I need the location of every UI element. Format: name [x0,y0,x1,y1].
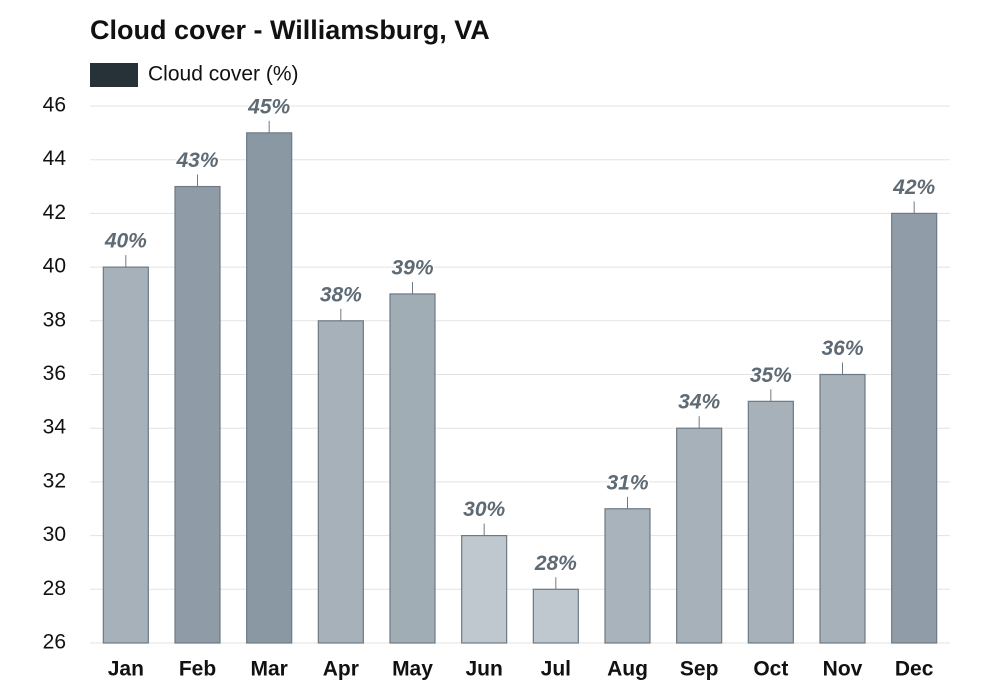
y-tick-label: 30 [43,523,66,546]
value-label: 39% [391,256,433,279]
value-label: 36% [821,337,863,360]
x-tick-label: Dec [895,658,934,681]
bar [891,212,938,644]
x-tick-label: Mar [250,658,287,681]
y-tick-label: 32 [43,469,66,492]
legend-swatch [90,63,138,87]
value-label: 30% [463,498,505,521]
y-tick-label: 42 [43,201,66,224]
value-label: 43% [175,149,218,172]
bar [102,266,149,644]
value-label: 31% [606,471,648,494]
value-label: 28% [534,552,577,575]
legend-label: Cloud cover (%) [148,63,299,86]
x-tick-label: Jun [465,658,502,681]
bar [604,508,651,644]
bar [819,373,866,644]
bar [317,320,364,644]
y-tick-label: 38 [43,308,66,331]
y-tick-label: 34 [43,416,67,439]
x-tick-label: Nov [823,658,863,681]
y-tick-label: 40 [43,255,66,278]
bar [747,400,794,644]
bar [461,534,508,644]
x-tick-label: Jul [541,658,571,681]
y-tick-label: 36 [43,362,66,385]
value-label: 35% [750,364,792,387]
chart-title: Cloud cover - Williamsburg, VA [90,15,490,45]
bar [532,588,579,644]
y-tick-label: 28 [43,577,66,600]
y-tick-label: 46 [43,94,66,117]
y-tick-label: 44 [43,147,67,170]
bar [676,427,723,644]
value-label: 34% [678,391,720,414]
bar [246,132,293,644]
value-label: 45% [247,95,290,118]
bar [174,185,221,644]
x-tick-label: Sep [680,658,719,681]
x-tick-label: Jan [108,658,144,681]
x-tick-label: Apr [323,658,359,681]
x-tick-label: Oct [753,658,788,681]
x-tick-label: May [392,658,433,681]
value-label: 40% [104,230,147,253]
x-tick-label: Aug [607,658,648,681]
x-tick-label: Feb [179,658,216,681]
value-label: 38% [320,283,362,306]
bar [389,293,436,644]
value-label: 42% [892,176,935,199]
y-tick-label: 26 [43,631,66,654]
